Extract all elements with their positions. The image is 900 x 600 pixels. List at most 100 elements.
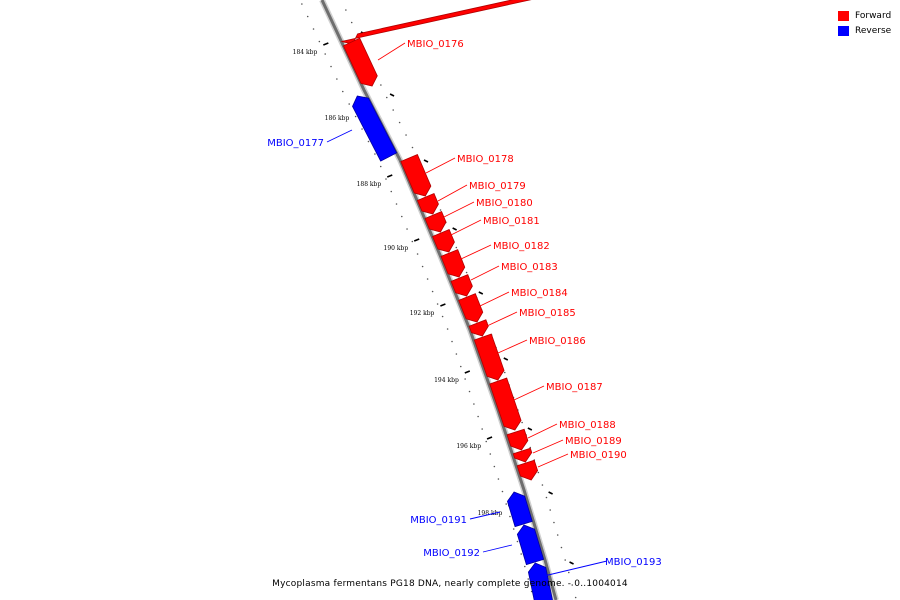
scale-dot [426, 278, 429, 280]
gene-label: MBIO_0184 [511, 288, 568, 299]
gene-label: MBIO_0181 [483, 216, 540, 227]
scale-dot [416, 253, 419, 255]
scale-dot [501, 490, 504, 493]
scale-dot [523, 565, 526, 568]
forward-swatch [838, 10, 849, 21]
gene-arrow [400, 153, 432, 197]
scale-dot [361, 128, 363, 130]
legend-forward: Forward [838, 8, 891, 23]
gene-leader-line [443, 201, 475, 218]
kbp-tick-label: 198 kbp [478, 510, 503, 517]
gene-arrow [352, 95, 398, 162]
gene-arrow [342, 37, 378, 87]
scale-tick-left [464, 370, 471, 374]
kbp-tick-label: 192 kbp [410, 310, 435, 317]
scale-dot [436, 303, 439, 305]
scale-dot [411, 146, 414, 149]
gene-leader-line [497, 339, 528, 354]
genome-caption: Mycoplasma fermentans PG18 DNA, nearly c… [272, 579, 628, 589]
legend: Forward Reverse [838, 8, 891, 38]
scale-dot [571, 584, 574, 586]
scale-dot [465, 271, 468, 274]
scale-dot [345, 9, 347, 11]
scale-dot [379, 165, 382, 168]
scale-dot [392, 109, 395, 111]
gene-arrow [432, 228, 455, 253]
scale-dot [312, 28, 315, 30]
scale-dot [521, 421, 523, 424]
gene-label: MBIO_0187 [546, 382, 603, 393]
scale-dot [545, 496, 548, 499]
legend-forward-label: Forward [855, 10, 892, 21]
gene-arrow [341, 0, 532, 45]
gene-leader-line [513, 385, 545, 401]
scale-dot [341, 90, 344, 93]
scale-tick-right [452, 227, 457, 231]
scale-dot [455, 246, 458, 249]
legend-reverse: Reverse [838, 23, 891, 38]
scale-dot [421, 265, 424, 268]
gene-label: MBIO_0179 [469, 181, 526, 192]
scale-dot [350, 21, 353, 24]
scale-tick-right [503, 357, 509, 361]
gene-arrow [468, 319, 489, 337]
scale-dot [367, 140, 370, 143]
scale-dot [301, 3, 303, 5]
gene-label: MBIO_0183 [501, 262, 558, 273]
gene-leader-line [532, 439, 564, 454]
scale-dot [318, 40, 321, 43]
scale-dot [493, 465, 496, 468]
scale-dot [541, 484, 544, 486]
gene-label: MBIO_0182 [493, 241, 550, 252]
gene-label: MBIO_0193 [605, 557, 662, 568]
gene-arrow [516, 524, 545, 566]
gene-label: MBIO_0188 [559, 420, 616, 431]
scale-dot [564, 559, 566, 561]
scale-dot [489, 453, 492, 455]
gene-label: MBIO_0177 [267, 138, 324, 149]
kbp-tick-label: 190 kbp [384, 245, 409, 252]
scale-dot [485, 440, 488, 443]
gene-leader-line [450, 219, 482, 236]
reverse-swatch [838, 25, 849, 36]
gene-label: MBIO_0192 [423, 548, 480, 559]
scale-dot [477, 415, 479, 418]
gene-leader-line [377, 42, 406, 61]
scale-dot [459, 365, 462, 368]
gene-leader-line [326, 129, 353, 143]
scale-dot [512, 528, 515, 530]
scale-dot [306, 15, 309, 18]
gene-leader-line [469, 511, 501, 520]
scale-tick-right [527, 427, 533, 431]
scale-dot [567, 571, 570, 574]
gene-label: MBIO_0178 [457, 154, 514, 165]
scale-dot [411, 240, 414, 243]
gene-label: MBIO_0185 [519, 308, 576, 319]
scale-dot [481, 428, 483, 430]
scale-tick-right [478, 291, 484, 295]
gene-leader-line [425, 157, 456, 174]
scale-dot [348, 103, 351, 105]
scale-dot [516, 540, 519, 543]
scale-dot [455, 353, 458, 355]
scale-dot [509, 515, 511, 518]
scale-dot [553, 521, 555, 524]
scale-dot [330, 65, 332, 68]
scale-dot [441, 315, 444, 318]
gene-label: MBIO_0176 [407, 39, 464, 50]
scale-dot [385, 178, 387, 180]
gene-leader-line [537, 453, 569, 468]
gene-arrow [506, 428, 529, 451]
scale-dot [473, 403, 475, 405]
scale-dot [503, 371, 506, 374]
gene-label: MBIO_0189 [565, 436, 622, 447]
scale-dot [431, 290, 434, 293]
scale-dot [398, 121, 401, 124]
scale-dot [395, 203, 398, 205]
gene-leader-line [479, 291, 510, 307]
scale-tick-left [323, 42, 329, 46]
gene-arrow [527, 562, 553, 600]
kbp-tick-label: 184 kbp [293, 49, 318, 56]
scale-tick-left [486, 436, 493, 440]
